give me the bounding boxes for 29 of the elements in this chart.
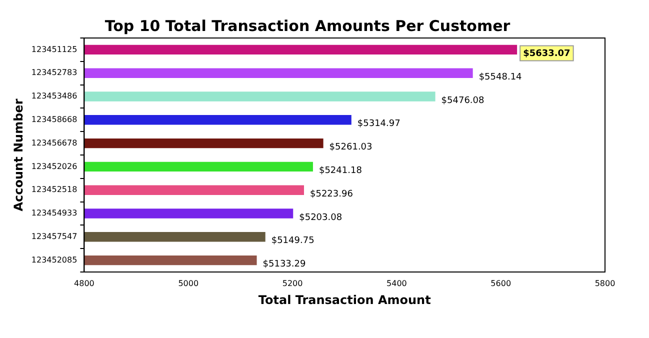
y-tick-label: 123457547 <box>31 232 78 241</box>
x-axis-title: Total Transaction Amount <box>258 292 432 307</box>
y-tick-label: 123451125 <box>31 44 78 54</box>
x-tick-label: 5600 <box>490 278 512 288</box>
y-tick-label: 123452026 <box>31 162 78 171</box>
data-label: $5314.97 <box>357 119 400 130</box>
y-tick-label: 123452085 <box>31 255 78 264</box>
data-label: $5241.18 <box>318 166 362 176</box>
y-tick-label: 123452518 <box>31 185 78 194</box>
y-tick-label: 123454933 <box>31 208 78 218</box>
x-tick-label: 5200 <box>282 278 303 288</box>
data-label: $5223.96 <box>310 189 354 200</box>
chart-title: Top 10 Total Transaction Amounts Per Customer <box>104 16 511 35</box>
data-label: $5149.75 <box>271 236 314 246</box>
y-tick-label: 123452783 <box>31 68 78 78</box>
x-tick-label: 4800 <box>74 278 94 288</box>
x-tick-label: 5800 <box>594 278 616 288</box>
y-tick-label: 123453486 <box>31 92 78 101</box>
y-tick-label: 123456678 <box>31 138 78 148</box>
data-label: $5476.08 <box>441 96 485 106</box>
y-tick-label: 123458668 <box>31 114 78 124</box>
data-label: $5261.03 <box>329 142 372 153</box>
data-label: $5548.14 <box>478 72 522 82</box>
x-tick-label: 5000 <box>178 278 199 288</box>
data-label: $5203.08 <box>299 212 342 223</box>
y-axis-title: Account Number <box>11 98 26 212</box>
data-label: $5633.07 <box>523 49 570 60</box>
x-tick-label: 5400 <box>386 278 407 288</box>
data-label: $5133.29 <box>262 260 306 270</box>
